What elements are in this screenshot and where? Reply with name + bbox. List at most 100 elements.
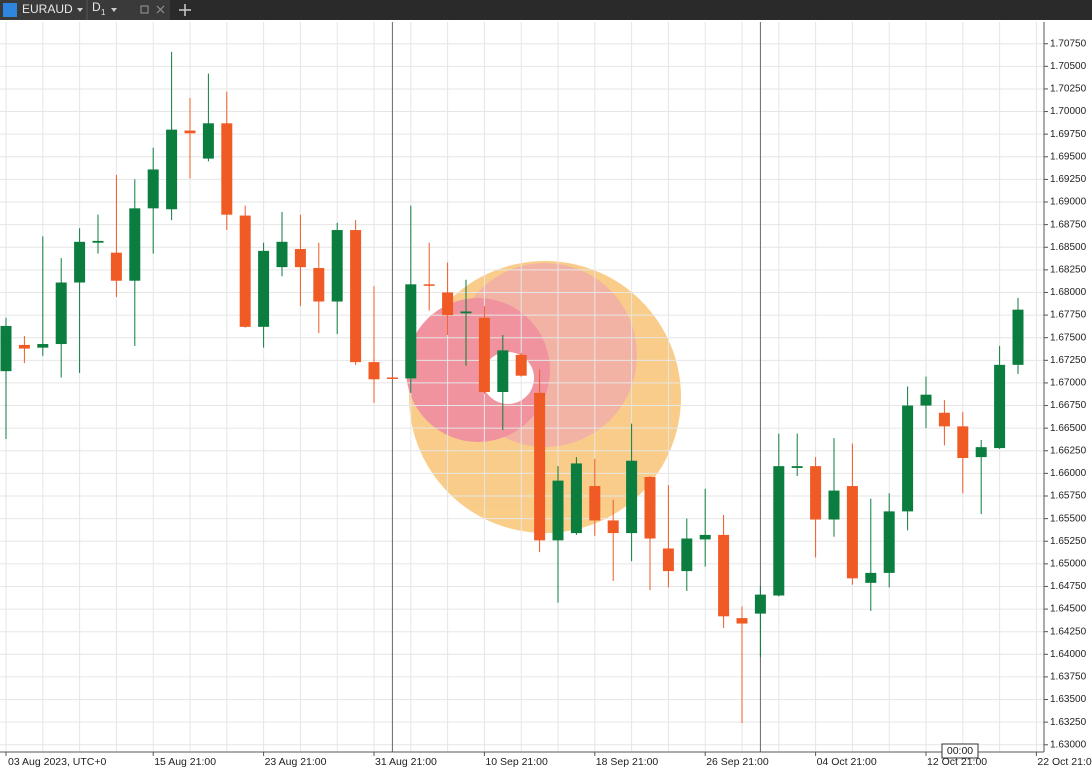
candle-body (644, 477, 656, 539)
candle-body (313, 268, 325, 302)
candle-body (791, 466, 803, 468)
candle-body (883, 511, 895, 573)
candle-body (846, 486, 858, 579)
x-tick-label: 12 Oct 21:00 (927, 756, 987, 768)
candle-body (442, 292, 454, 316)
candle-body (460, 311, 472, 314)
candle-body (368, 362, 380, 380)
x-tick-label: 15 Aug 21:00 (154, 756, 216, 768)
y-tick-label: 1.66000 (1050, 468, 1087, 479)
candle-body (74, 241, 86, 283)
y-tick-label: 1.65000 (1050, 558, 1087, 569)
y-tick-label: 1.63250 (1050, 717, 1087, 728)
candle-body (331, 230, 343, 302)
candle-body (423, 284, 435, 286)
candle-body (147, 169, 159, 209)
symbol-icon (3, 3, 17, 17)
time-marker: 00:00 (947, 745, 973, 757)
y-tick-label: 1.65500 (1050, 513, 1087, 524)
tab[interactable] (0, 0, 170, 20)
y-tick-label: 1.69500 (1050, 151, 1087, 162)
y-tick-label: 1.64000 (1050, 649, 1087, 660)
candle-body (975, 447, 987, 458)
y-tick-label: 1.64750 (1050, 581, 1087, 592)
candle-body (938, 412, 950, 427)
candle-body (681, 538, 693, 572)
y-tick-label: 1.66250 (1050, 445, 1087, 456)
candle-body (0, 325, 12, 372)
candle-body (920, 394, 932, 406)
timeframe[interactable]: D (92, 0, 101, 14)
y-tick-label: 1.70500 (1050, 61, 1087, 72)
candle-body (497, 350, 509, 392)
candle-body (589, 486, 601, 521)
x-tick-label: 31 Aug 21:00 (375, 756, 437, 768)
x-tick-label: 26 Sep 21:00 (706, 756, 769, 768)
x-tick-label: 10 Sep 21:00 (485, 756, 548, 768)
y-tick-label: 1.64250 (1050, 626, 1087, 637)
y-tick-label: 1.69250 (1050, 174, 1087, 185)
x-tick-label: 04 Oct 21:00 (817, 756, 877, 768)
y-tick-label: 1.67000 (1050, 378, 1087, 389)
candle-body (350, 230, 362, 363)
add-tab-icon[interactable] (179, 4, 191, 16)
candle-body (810, 466, 822, 520)
candle-body (773, 466, 785, 596)
close-icon[interactable] (156, 5, 165, 14)
y-tick-label: 1.65750 (1050, 491, 1087, 502)
y-tick-label: 1.66750 (1050, 400, 1087, 411)
y-tick-label: 1.67500 (1050, 332, 1087, 343)
y-tick-label: 1.68250 (1050, 264, 1087, 275)
y-tick-label: 1.68500 (1050, 242, 1087, 253)
candle-body (1012, 309, 1024, 365)
x-tick-label: 22 Oct 21:00 (1037, 756, 1092, 768)
toolbar: EURAUD D 1 (0, 0, 1092, 20)
candle-body (386, 377, 398, 380)
candle-body (957, 426, 969, 459)
y-tick-label: 1.68000 (1050, 287, 1087, 298)
candle-body (552, 480, 564, 541)
y-tick-label: 1.69750 (1050, 129, 1087, 140)
y-tick-label: 1.70000 (1050, 106, 1087, 117)
candle-body (166, 129, 178, 210)
dropdown-icon[interactable] (77, 8, 83, 12)
y-tick-label: 1.67250 (1050, 355, 1087, 366)
candle-body (258, 250, 270, 327)
x-tick-label: 18 Sep 21:00 (596, 756, 659, 768)
y-tick-label: 1.63500 (1050, 694, 1087, 705)
y-tick-label: 1.68750 (1050, 219, 1087, 230)
candle-body (129, 208, 141, 281)
candle-body (294, 249, 306, 268)
candle-body (276, 241, 288, 268)
candle-body (478, 317, 490, 392)
candle-body (699, 534, 711, 540)
x-tick-label: 23 Aug 21:00 (265, 756, 327, 768)
candle-body (534, 392, 546, 541)
candle-body (865, 572, 877, 583)
candle-body (18, 344, 30, 349)
y-tick-label: 1.70250 (1050, 84, 1087, 95)
candle-body (828, 490, 840, 520)
candle-body (515, 354, 527, 376)
y-tick-label: 1.70750 (1050, 38, 1087, 49)
candle-body (221, 123, 233, 215)
candle-body (570, 463, 582, 534)
candle-body (736, 618, 748, 624)
x-tick-label: 03 Aug 2023, UTC+0 (8, 756, 107, 768)
candle-body (718, 534, 730, 617)
y-tick-label: 1.63750 (1050, 672, 1087, 683)
candle-body (662, 548, 674, 572)
y-tick-label: 1.63000 (1050, 739, 1087, 750)
y-tick-label: 1.67750 (1050, 310, 1087, 321)
candle-body (405, 284, 417, 379)
candle-body (239, 215, 251, 327)
candle-body (37, 344, 49, 348)
dropdown-icon[interactable] (111, 8, 117, 12)
detach-icon[interactable] (140, 5, 149, 14)
candle-body (92, 240, 104, 243)
symbol[interactable]: EURAUD (22, 2, 73, 16)
time-marker-box (941, 743, 979, 759)
candle-body (994, 364, 1006, 449)
y-tick-label: 1.65250 (1050, 536, 1087, 547)
candle-body (754, 594, 766, 614)
